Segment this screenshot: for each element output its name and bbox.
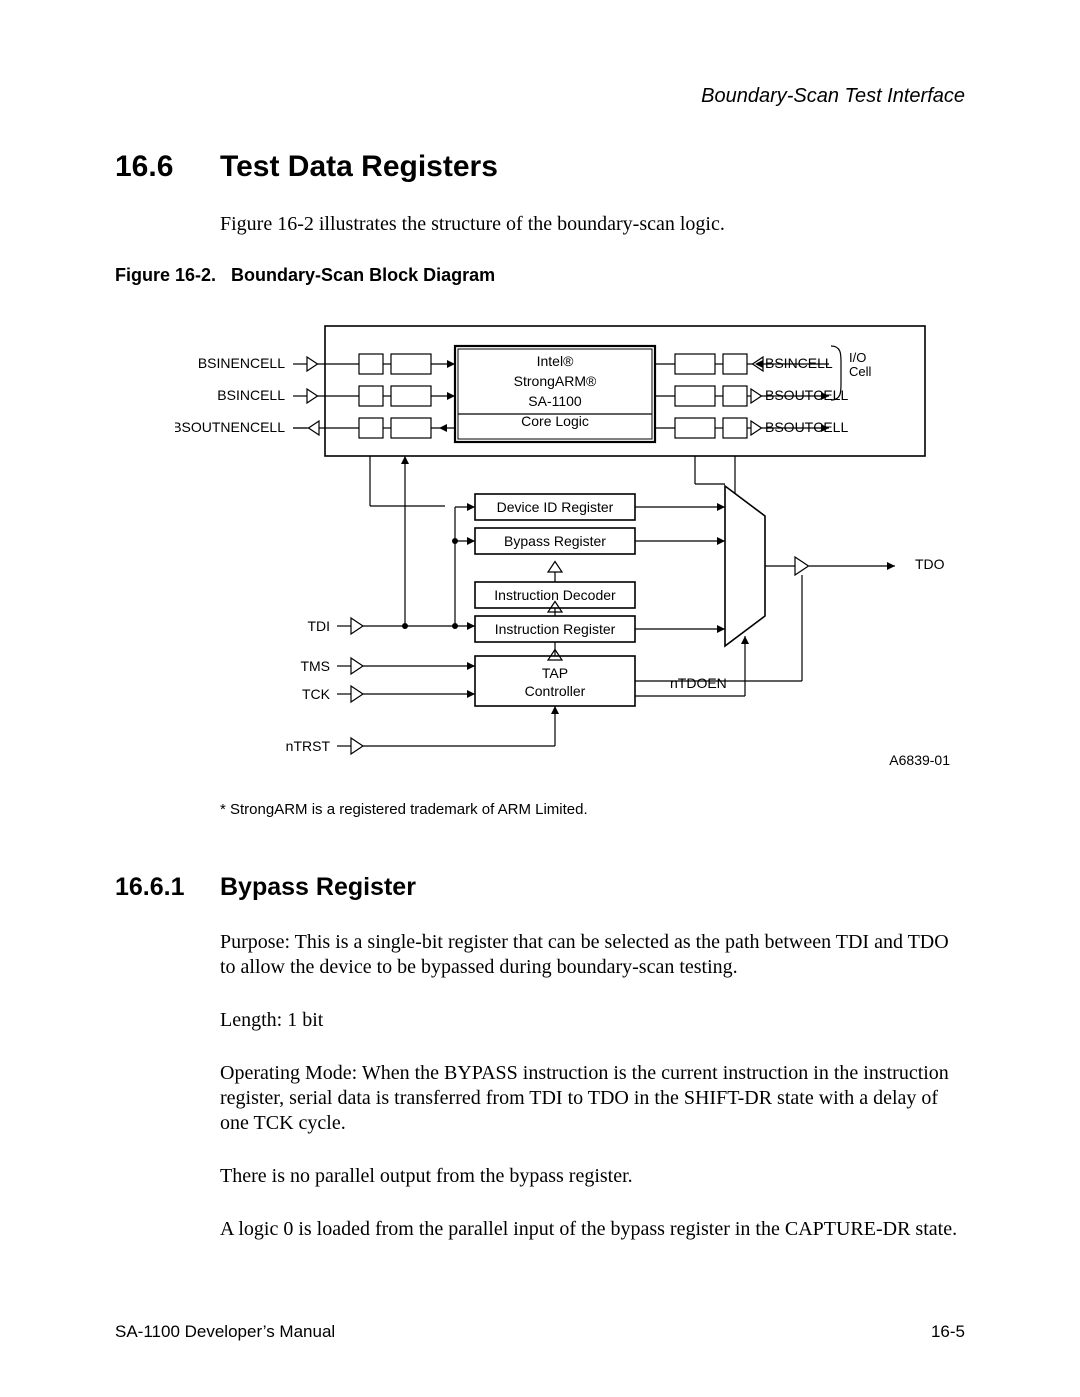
subsection-heading: 16.6.1 Bypass Register — [115, 873, 965, 902]
svg-text:BSOUTCELL: BSOUTCELL — [765, 387, 848, 403]
subsection-number: 16.6.1 — [115, 873, 220, 902]
svg-text:TAP: TAP — [542, 665, 568, 681]
section-number: 16.6 — [115, 150, 220, 184]
svg-text:Cell: Cell — [849, 364, 872, 379]
svg-text:TDO: TDO — [915, 556, 945, 572]
para-purpose: Purpose: This is a single-bit register t… — [220, 930, 965, 980]
page: Boundary-Scan Test Interface 16.6 Test D… — [0, 0, 1080, 1397]
svg-text:nTRST: nTRST — [286, 738, 331, 754]
svg-text:I/O: I/O — [849, 350, 866, 365]
figure-id: A6839-01 — [889, 752, 950, 768]
para-length: Length: 1 bit — [220, 1008, 965, 1033]
svg-text:TMS: TMS — [300, 658, 330, 674]
para-mode: Operating Mode: When the BYPASS instruct… — [220, 1061, 965, 1136]
svg-text:Core Logic: Core Logic — [521, 413, 589, 429]
running-header: Boundary-Scan Test Interface — [701, 85, 965, 108]
svg-text:Bypass Register: Bypass Register — [504, 533, 606, 549]
section-heading: 16.6 Test Data Registers — [115, 150, 965, 184]
figure-footnote: * StrongARM is a registered trademark of… — [220, 801, 965, 818]
para-output: There is no parallel output from the byp… — [220, 1164, 965, 1189]
figure-caption: Figure 16-2. Boundary-Scan Block Diagram — [115, 265, 965, 286]
svg-text:BSINCELL: BSINCELL — [217, 387, 285, 403]
svg-text:Instruction Register: Instruction Register — [495, 621, 616, 637]
svg-text:Controller: Controller — [525, 683, 586, 699]
figure-caption-prefix: Figure 16-2. — [115, 265, 216, 285]
svg-text:TCK: TCK — [302, 686, 331, 702]
svg-text:BSINCELL: BSINCELL — [765, 355, 833, 371]
section-title: Test Data Registers — [220, 150, 498, 184]
svg-text:Instruction Decoder: Instruction Decoder — [494, 587, 616, 603]
svg-text:TDI: TDI — [307, 618, 330, 634]
block-diagram: Intel® StrongARM® SA-1100 Core Logic BSINENC… — [175, 306, 955, 786]
svg-text:Intel®: Intel® — [537, 353, 574, 369]
para-capture: A logic 0 is loaded from the parallel in… — [220, 1217, 965, 1242]
figure: Intel® StrongARM® SA-1100 Core Logic BSINENC… — [175, 306, 955, 791]
svg-text:SA-1100: SA-1100 — [528, 393, 582, 409]
footer-left: SA-1100 Developer’s Manual — [115, 1322, 335, 1342]
figure-caption-text: Boundary-Scan Block Diagram — [231, 265, 495, 285]
svg-text:BSOUTCELL: BSOUTCELL — [765, 419, 848, 435]
svg-text:nTDOEN: nTDOEN — [670, 675, 727, 691]
footer-right: 16-5 — [931, 1322, 965, 1342]
svg-text:Device ID Register: Device ID Register — [497, 499, 614, 515]
subsection-title: Bypass Register — [220, 873, 416, 902]
svg-text:StrongARM®: StrongARM® — [514, 373, 597, 389]
svg-text:BSOUTNENCELL: BSOUTNENCELL — [175, 419, 285, 435]
svg-text:BSINENCELL: BSINENCELL — [198, 355, 285, 371]
section-intro: Figure 16-2 illustrates the structure of… — [220, 212, 965, 237]
